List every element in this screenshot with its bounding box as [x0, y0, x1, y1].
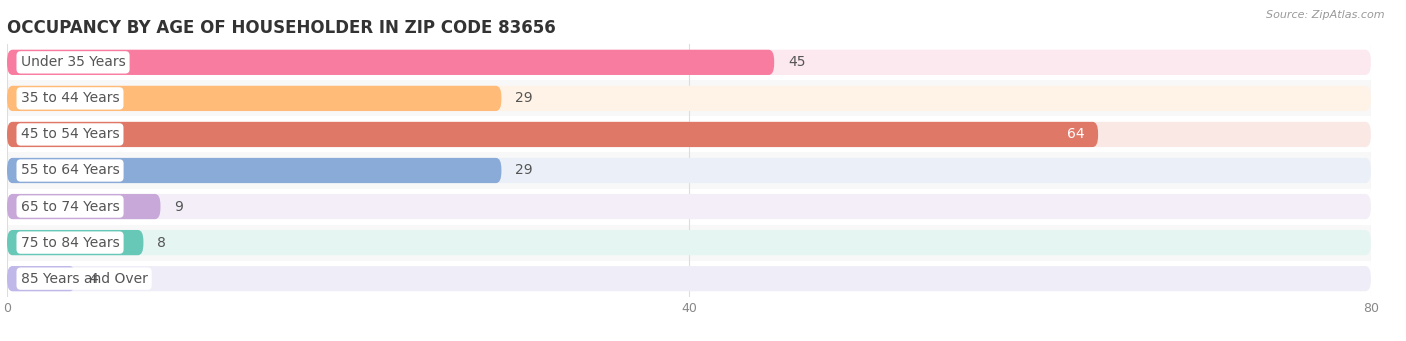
FancyBboxPatch shape — [7, 86, 502, 111]
Text: 29: 29 — [515, 163, 533, 178]
FancyBboxPatch shape — [7, 189, 1371, 225]
FancyBboxPatch shape — [7, 194, 160, 219]
Text: 45: 45 — [787, 55, 806, 69]
Text: 45 to 54 Years: 45 to 54 Years — [21, 128, 120, 142]
Text: OCCUPANCY BY AGE OF HOUSEHOLDER IN ZIP CODE 83656: OCCUPANCY BY AGE OF HOUSEHOLDER IN ZIP C… — [7, 19, 555, 37]
FancyBboxPatch shape — [7, 50, 1371, 75]
Text: 75 to 84 Years: 75 to 84 Years — [21, 236, 120, 250]
FancyBboxPatch shape — [7, 122, 1098, 147]
Text: 64: 64 — [1067, 128, 1084, 142]
FancyBboxPatch shape — [7, 225, 1371, 261]
FancyBboxPatch shape — [7, 152, 1371, 189]
FancyBboxPatch shape — [7, 230, 1371, 255]
FancyBboxPatch shape — [7, 158, 1371, 183]
Text: 29: 29 — [515, 91, 533, 105]
Text: 35 to 44 Years: 35 to 44 Years — [21, 91, 120, 105]
FancyBboxPatch shape — [7, 80, 1371, 116]
Text: 65 to 74 Years: 65 to 74 Years — [21, 199, 120, 213]
FancyBboxPatch shape — [7, 116, 1371, 152]
FancyBboxPatch shape — [7, 194, 1371, 219]
Text: 85 Years and Over: 85 Years and Over — [21, 272, 148, 286]
FancyBboxPatch shape — [7, 230, 143, 255]
FancyBboxPatch shape — [7, 261, 1371, 297]
FancyBboxPatch shape — [7, 266, 1371, 291]
FancyBboxPatch shape — [7, 50, 775, 75]
Text: 4: 4 — [89, 272, 97, 286]
FancyBboxPatch shape — [7, 44, 1371, 80]
FancyBboxPatch shape — [7, 122, 1371, 147]
Text: 55 to 64 Years: 55 to 64 Years — [21, 163, 120, 178]
FancyBboxPatch shape — [7, 266, 76, 291]
Text: 8: 8 — [157, 236, 166, 250]
Text: Source: ZipAtlas.com: Source: ZipAtlas.com — [1267, 10, 1385, 20]
Text: Under 35 Years: Under 35 Years — [21, 55, 125, 69]
FancyBboxPatch shape — [7, 86, 1371, 111]
Text: 9: 9 — [174, 199, 183, 213]
FancyBboxPatch shape — [7, 158, 502, 183]
